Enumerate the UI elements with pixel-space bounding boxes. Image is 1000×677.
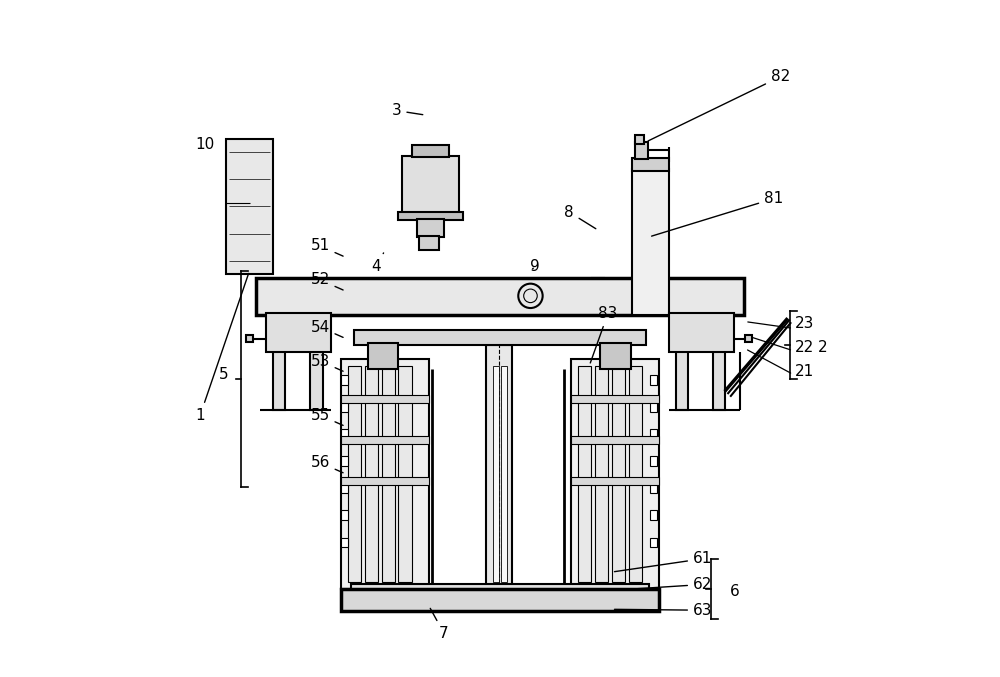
- Bar: [341, 456, 348, 466]
- Text: 4: 4: [371, 253, 384, 274]
- Bar: [571, 395, 659, 403]
- Text: 56: 56: [310, 455, 343, 473]
- Bar: [365, 366, 378, 582]
- Text: 63: 63: [614, 603, 712, 617]
- Bar: [398, 366, 412, 582]
- Text: 83: 83: [590, 306, 618, 363]
- Bar: [650, 538, 657, 547]
- Bar: [273, 350, 285, 410]
- Bar: [501, 366, 507, 582]
- Bar: [595, 366, 608, 582]
- Bar: [351, 584, 649, 596]
- Bar: [632, 158, 669, 171]
- Bar: [486, 345, 512, 589]
- Bar: [368, 343, 398, 369]
- Bar: [266, 313, 331, 352]
- Bar: [341, 402, 348, 412]
- Bar: [650, 429, 657, 439]
- Bar: [713, 350, 725, 410]
- Text: 81: 81: [652, 191, 783, 236]
- Text: 22: 22: [794, 340, 814, 355]
- Bar: [632, 169, 669, 315]
- Text: 53: 53: [310, 353, 343, 371]
- Bar: [650, 510, 657, 520]
- Bar: [348, 366, 361, 582]
- Text: 3: 3: [392, 103, 423, 118]
- Bar: [341, 359, 429, 589]
- Bar: [600, 343, 631, 369]
- Bar: [256, 278, 744, 315]
- Bar: [226, 139, 273, 274]
- Bar: [745, 335, 752, 342]
- Bar: [382, 366, 395, 582]
- Bar: [571, 477, 659, 485]
- Bar: [341, 589, 659, 611]
- Text: 61: 61: [614, 551, 712, 571]
- Bar: [419, 236, 439, 250]
- Text: 9: 9: [530, 259, 540, 274]
- Bar: [578, 366, 591, 582]
- Bar: [650, 483, 657, 493]
- Bar: [412, 145, 449, 157]
- Bar: [402, 156, 459, 213]
- Bar: [246, 335, 253, 342]
- Bar: [571, 436, 659, 444]
- Bar: [398, 212, 463, 220]
- Text: 23: 23: [794, 316, 814, 331]
- Text: 52: 52: [310, 272, 343, 290]
- Bar: [341, 429, 348, 439]
- Text: 6: 6: [730, 584, 740, 598]
- Bar: [351, 594, 649, 603]
- Text: 82: 82: [648, 69, 790, 141]
- Bar: [635, 135, 644, 144]
- Text: 2: 2: [818, 340, 828, 355]
- Text: 55: 55: [310, 408, 343, 425]
- Bar: [493, 366, 499, 582]
- Text: 5: 5: [219, 367, 229, 382]
- Bar: [417, 219, 444, 237]
- Bar: [310, 350, 323, 410]
- Bar: [650, 375, 657, 385]
- Bar: [650, 402, 657, 412]
- Bar: [354, 330, 646, 345]
- Bar: [341, 510, 348, 520]
- Text: 7: 7: [430, 609, 449, 640]
- Bar: [635, 142, 648, 159]
- Text: 54: 54: [310, 320, 343, 337]
- Bar: [341, 395, 429, 403]
- Bar: [341, 436, 429, 444]
- Text: 51: 51: [310, 238, 343, 256]
- Text: 8: 8: [564, 204, 596, 229]
- Bar: [676, 350, 688, 410]
- Bar: [650, 456, 657, 466]
- Bar: [629, 366, 642, 582]
- Bar: [612, 366, 625, 582]
- Bar: [669, 313, 734, 352]
- Bar: [341, 483, 348, 493]
- Text: 10: 10: [195, 137, 215, 152]
- Bar: [341, 477, 429, 485]
- Text: 21: 21: [794, 364, 814, 378]
- Bar: [341, 375, 348, 385]
- Bar: [341, 538, 348, 547]
- Text: 1: 1: [195, 274, 249, 422]
- Bar: [571, 359, 659, 589]
- Text: 62: 62: [614, 577, 712, 592]
